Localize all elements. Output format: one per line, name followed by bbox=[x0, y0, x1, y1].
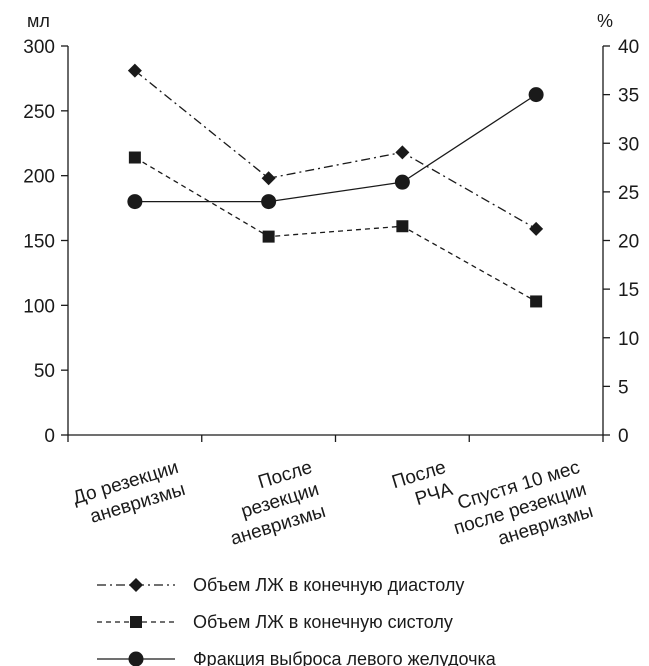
data-point-circle bbox=[394, 174, 410, 190]
y-right-tick-label: 35 bbox=[618, 86, 639, 107]
legend-label-2: Объем ЛЖ в конечную систолу bbox=[193, 612, 453, 632]
y-right-tick-label: 20 bbox=[618, 232, 639, 253]
data-point-circle bbox=[128, 651, 144, 666]
data-point-circle bbox=[528, 87, 544, 103]
y-left-tick-label: 300 bbox=[23, 37, 55, 58]
data-point-circle bbox=[261, 194, 277, 210]
y-left-tick-label: 250 bbox=[23, 102, 55, 123]
y-right-tick-label: 15 bbox=[618, 280, 639, 301]
data-point-square bbox=[530, 295, 543, 308]
y-left-unit-label: мл bbox=[27, 11, 50, 31]
y-right-tick-label: 5 bbox=[618, 377, 629, 398]
data-point-diamond bbox=[529, 221, 544, 236]
y-left-tick-label: 200 bbox=[23, 167, 55, 188]
data-point-diamond bbox=[129, 578, 143, 592]
y-right-unit-label: % bbox=[597, 11, 613, 31]
data-point-square bbox=[396, 220, 409, 233]
data-point-circle bbox=[127, 194, 143, 210]
y-right-tick-label: 10 bbox=[618, 329, 639, 350]
legend-label-1: Объем ЛЖ в конечную диастолу bbox=[193, 575, 464, 595]
y-right-tick-label: 40 bbox=[618, 37, 639, 58]
data-point-diamond bbox=[127, 63, 142, 78]
series-line-3 bbox=[134, 94, 537, 203]
y-left-tick-label: 100 bbox=[23, 296, 55, 317]
data-point-diamond bbox=[261, 171, 276, 186]
y-right-tick-label: 25 bbox=[618, 183, 639, 204]
series-line-1 bbox=[134, 70, 537, 230]
y-right-tick-label: 30 bbox=[618, 134, 639, 155]
y-left-tick-label: 50 bbox=[34, 361, 55, 382]
data-point-square bbox=[262, 230, 275, 243]
data-point-square bbox=[130, 616, 142, 628]
data-point-square bbox=[128, 151, 141, 164]
y-left-tick-label: 0 bbox=[44, 426, 55, 447]
y-right-tick-label: 0 bbox=[618, 426, 629, 447]
legend-label-3: Фракция выброса левого желудочка bbox=[193, 649, 497, 666]
y-left-tick-label: 150 bbox=[23, 232, 55, 253]
data-point-diamond bbox=[395, 145, 410, 160]
series-line-2 bbox=[134, 156, 537, 303]
